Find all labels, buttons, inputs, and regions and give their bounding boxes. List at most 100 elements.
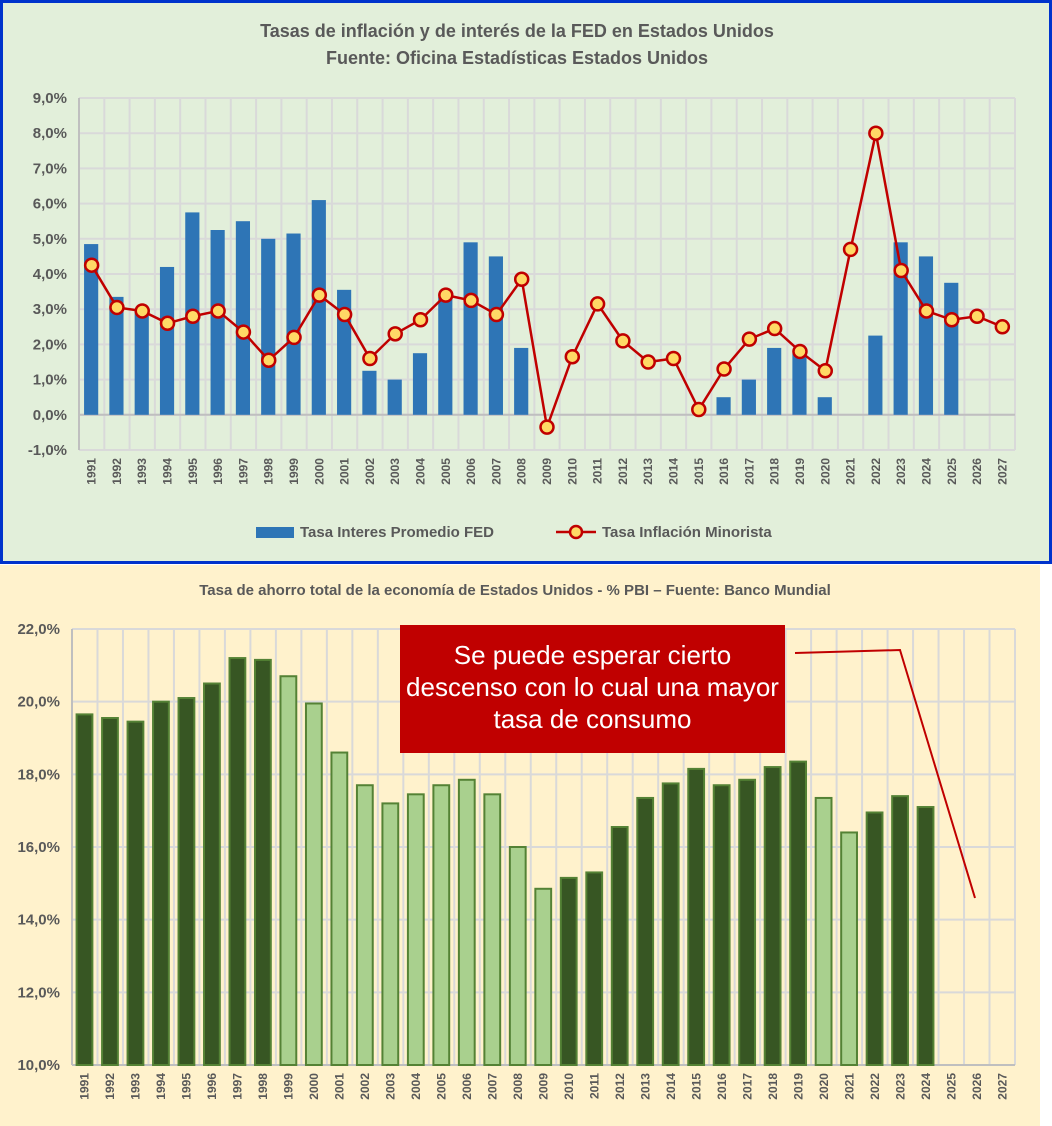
x-tick-label: 2011 <box>587 1073 601 1099</box>
bar-savings-rate <box>75 713 94 1066</box>
x-tick-label: 2000 <box>307 1073 321 1100</box>
point-inflation <box>185 308 201 324</box>
bar-fed-rate <box>159 266 175 415</box>
y-tick-label: 10,0% <box>17 1057 60 1074</box>
x-tick-label: 2001 <box>333 1073 347 1100</box>
point-inflation <box>109 299 125 316</box>
x-tick-label: 2011 <box>591 458 605 484</box>
bar-savings-rate <box>610 826 629 1066</box>
bar-savings-rate <box>483 793 502 1066</box>
x-tick-label: 1994 <box>161 458 175 485</box>
x-tick-label: 2027 <box>995 1073 1009 1100</box>
point-inflation <box>488 306 505 323</box>
x-tick-label: 1995 <box>180 1073 194 1100</box>
x-tick-label: 2025 <box>945 458 959 485</box>
point-inflation <box>817 363 834 379</box>
point-inflation <box>362 350 378 367</box>
point-inflation <box>210 303 226 319</box>
point-inflation <box>944 312 960 328</box>
x-tick-label: 2024 <box>919 458 933 485</box>
y-tick-label: 5,0% <box>33 231 67 248</box>
bar-savings-rate <box>585 871 604 1066</box>
point-inflation <box>336 306 353 323</box>
legend-line-marker <box>568 524 584 540</box>
bar-savings-rate <box>279 675 298 1066</box>
bar-fed-rate <box>944 282 959 415</box>
bar-savings-rate <box>203 682 221 1066</box>
legend-bar-swatch <box>256 527 294 538</box>
savings-rate-chart: Tasa de ahorro total de la economía de E… <box>0 565 1040 1126</box>
line-inflation <box>90 132 1003 433</box>
chart-title: Tasas de inflación y de interés de la FE… <box>260 21 774 41</box>
x-tick-label: 2018 <box>768 458 782 485</box>
bar-fed-rate <box>868 335 883 415</box>
x-tick-label: 2026 <box>970 458 984 485</box>
point-inflation <box>766 320 783 337</box>
x-tick-label: 2005 <box>439 458 453 485</box>
point-inflation <box>589 296 606 312</box>
x-tick-label: 2012 <box>616 458 630 485</box>
bar-savings-rate <box>712 784 731 1066</box>
y-tick-label: 0,0% <box>33 407 67 424</box>
bar-savings-rate <box>406 793 425 1066</box>
annotation-box: Se puede esperar cierto descenso con lo … <box>400 625 785 753</box>
point-inflation <box>438 287 454 303</box>
bar-savings-rate <box>508 846 527 1066</box>
bar-fed-rate <box>918 256 934 415</box>
y-tick-label: 20,0% <box>17 694 60 711</box>
x-tick-label: 1991 <box>85 458 99 485</box>
point-inflation <box>159 315 176 332</box>
x-tick-label: 1993 <box>129 1073 143 1100</box>
y-tick-label: 3,0% <box>33 301 67 318</box>
x-tick-label: 2006 <box>460 1073 474 1100</box>
bar-savings-rate <box>814 796 833 1066</box>
x-tick-label: 2023 <box>893 1073 907 1100</box>
bar-savings-rate <box>661 782 680 1067</box>
point-inflation <box>260 352 277 368</box>
bar-fed-rate <box>311 200 326 415</box>
bar-savings-rate <box>687 767 706 1066</box>
bar-savings-rate <box>840 831 858 1067</box>
bar-fed-rate <box>514 347 529 415</box>
bar-fed-rate <box>767 347 782 415</box>
x-tick-label: 2004 <box>409 1073 423 1100</box>
bar-savings-rate <box>126 720 145 1066</box>
y-tick-label: 12,0% <box>17 984 60 1001</box>
x-tick-label: 2007 <box>486 1073 500 1100</box>
x-tick-label: 2023 <box>894 458 908 485</box>
bar-fed-rate <box>387 379 402 415</box>
x-tick-label: 1994 <box>154 1073 168 1100</box>
point-inflation <box>994 319 1011 335</box>
inflation-interest-chart: Tasas de inflación y de interés de la FE… <box>0 0 1052 564</box>
x-tick-label: 1996 <box>205 1073 219 1100</box>
legend-bar-label: Tasa Interes Promedio FED <box>300 524 494 541</box>
bar-savings-rate <box>865 811 884 1066</box>
x-tick-label: 2021 <box>842 1073 856 1100</box>
bar-fed-rate <box>792 353 807 415</box>
x-tick-label: 2015 <box>692 458 706 485</box>
x-tick-label: 2003 <box>388 458 402 485</box>
x-tick-label: 2026 <box>970 1073 984 1100</box>
x-tick-label: 2013 <box>638 1073 652 1100</box>
bar-fed-rate <box>261 238 276 415</box>
point-inflation <box>235 324 252 340</box>
bar-fed-rate <box>741 379 756 415</box>
point-inflation <box>691 401 707 418</box>
x-tick-label: 2010 <box>562 1073 576 1100</box>
x-tick-label: 1992 <box>110 458 124 485</box>
x-tick-label: 2010 <box>565 458 579 485</box>
point-inflation <box>615 333 631 349</box>
y-tick-label: 16,0% <box>17 839 60 856</box>
bar-fed-rate <box>438 296 453 415</box>
bar-savings-rate <box>763 766 782 1066</box>
y-tick-label: 4,0% <box>33 266 67 283</box>
x-tick-label: 1998 <box>262 458 276 485</box>
point-inflation <box>463 292 479 309</box>
y-tick-label: 8,0% <box>33 125 67 142</box>
x-tick-label: 1997 <box>231 1073 245 1100</box>
bar-fed-rate <box>488 256 503 415</box>
x-tick-label: 2013 <box>641 458 655 485</box>
point-inflation <box>842 241 859 258</box>
x-tick-label: 1998 <box>256 1073 270 1100</box>
bar-fed-rate <box>716 397 731 415</box>
